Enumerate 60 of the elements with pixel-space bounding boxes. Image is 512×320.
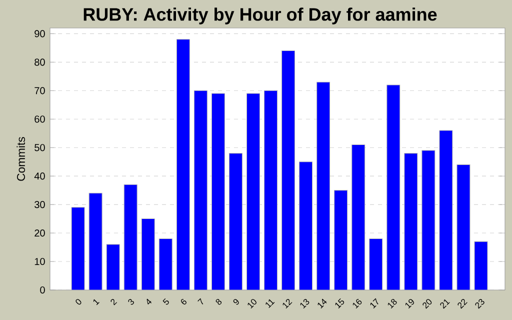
y-tick-label: 20 [34,229,45,237]
bar [422,150,436,290]
x-tick-label: 18 [388,298,397,309]
x-tick-label: 13 [300,298,310,309]
y-tick-label: 60 [34,116,45,123]
chart-title: RUBY: Activity by Hour of Day for aamine [84,8,437,24]
bar [352,144,366,290]
bar [106,244,120,290]
bar [264,90,278,290]
y-tick-label: 10 [34,258,45,266]
x-tick-label: 4 [146,298,152,304]
bar [124,184,138,290]
x-tick-label: 20 [422,299,432,309]
bar [282,50,296,290]
x-tick-label: 19 [405,299,414,309]
x-tick-label: 5 [162,298,169,305]
bar [316,82,330,290]
bar [176,39,190,290]
bar [158,238,172,290]
bar [71,207,85,290]
x-tick-label: 16 [352,298,362,309]
y-tick-label: 50 [34,144,45,152]
x-tick-label: 11 [266,299,275,308]
y-tick-label: 40 [34,172,45,180]
x-tick-label: 10 [248,299,256,309]
bar [334,190,348,290]
x-tick-label: 9 [233,299,239,305]
x-tick-label: 2 [110,298,118,306]
x-tick-label: 0 [76,299,82,305]
bar [474,241,488,290]
x-tick-label: 17 [370,298,378,308]
bar [228,153,242,290]
x-tick-label: 8 [216,298,222,305]
bar [369,238,383,290]
x-tick-label: 7 [198,298,204,304]
y-axis-title: Commits [16,137,26,181]
x-tick-label: 1 [93,299,100,306]
bar [88,192,102,290]
bar [194,90,208,290]
y-tick-label: 80 [34,58,45,66]
x-tick-label: 3 [128,298,134,305]
x-tick-label: 6 [181,298,186,304]
y-tick-label: 70 [34,87,45,94]
bar [404,153,418,290]
bar [299,162,313,290]
x-tick-label: 21 [440,299,450,309]
x-tick-label: 22 [458,298,468,309]
bar [439,130,453,290]
bar [456,164,470,290]
x-tick-label: 12 [282,298,292,309]
bar [211,93,225,290]
x-tick-label: 14 [318,298,327,308]
x-tick-label: 15 [335,298,344,308]
bar [386,84,400,290]
x-tick-label: 23 [475,298,484,309]
y-tick-label: 30 [34,201,45,208]
y-tick-label: 0 [40,286,45,294]
bar [141,218,155,290]
y-tick-label: 90 [34,30,45,38]
bar [246,93,260,290]
